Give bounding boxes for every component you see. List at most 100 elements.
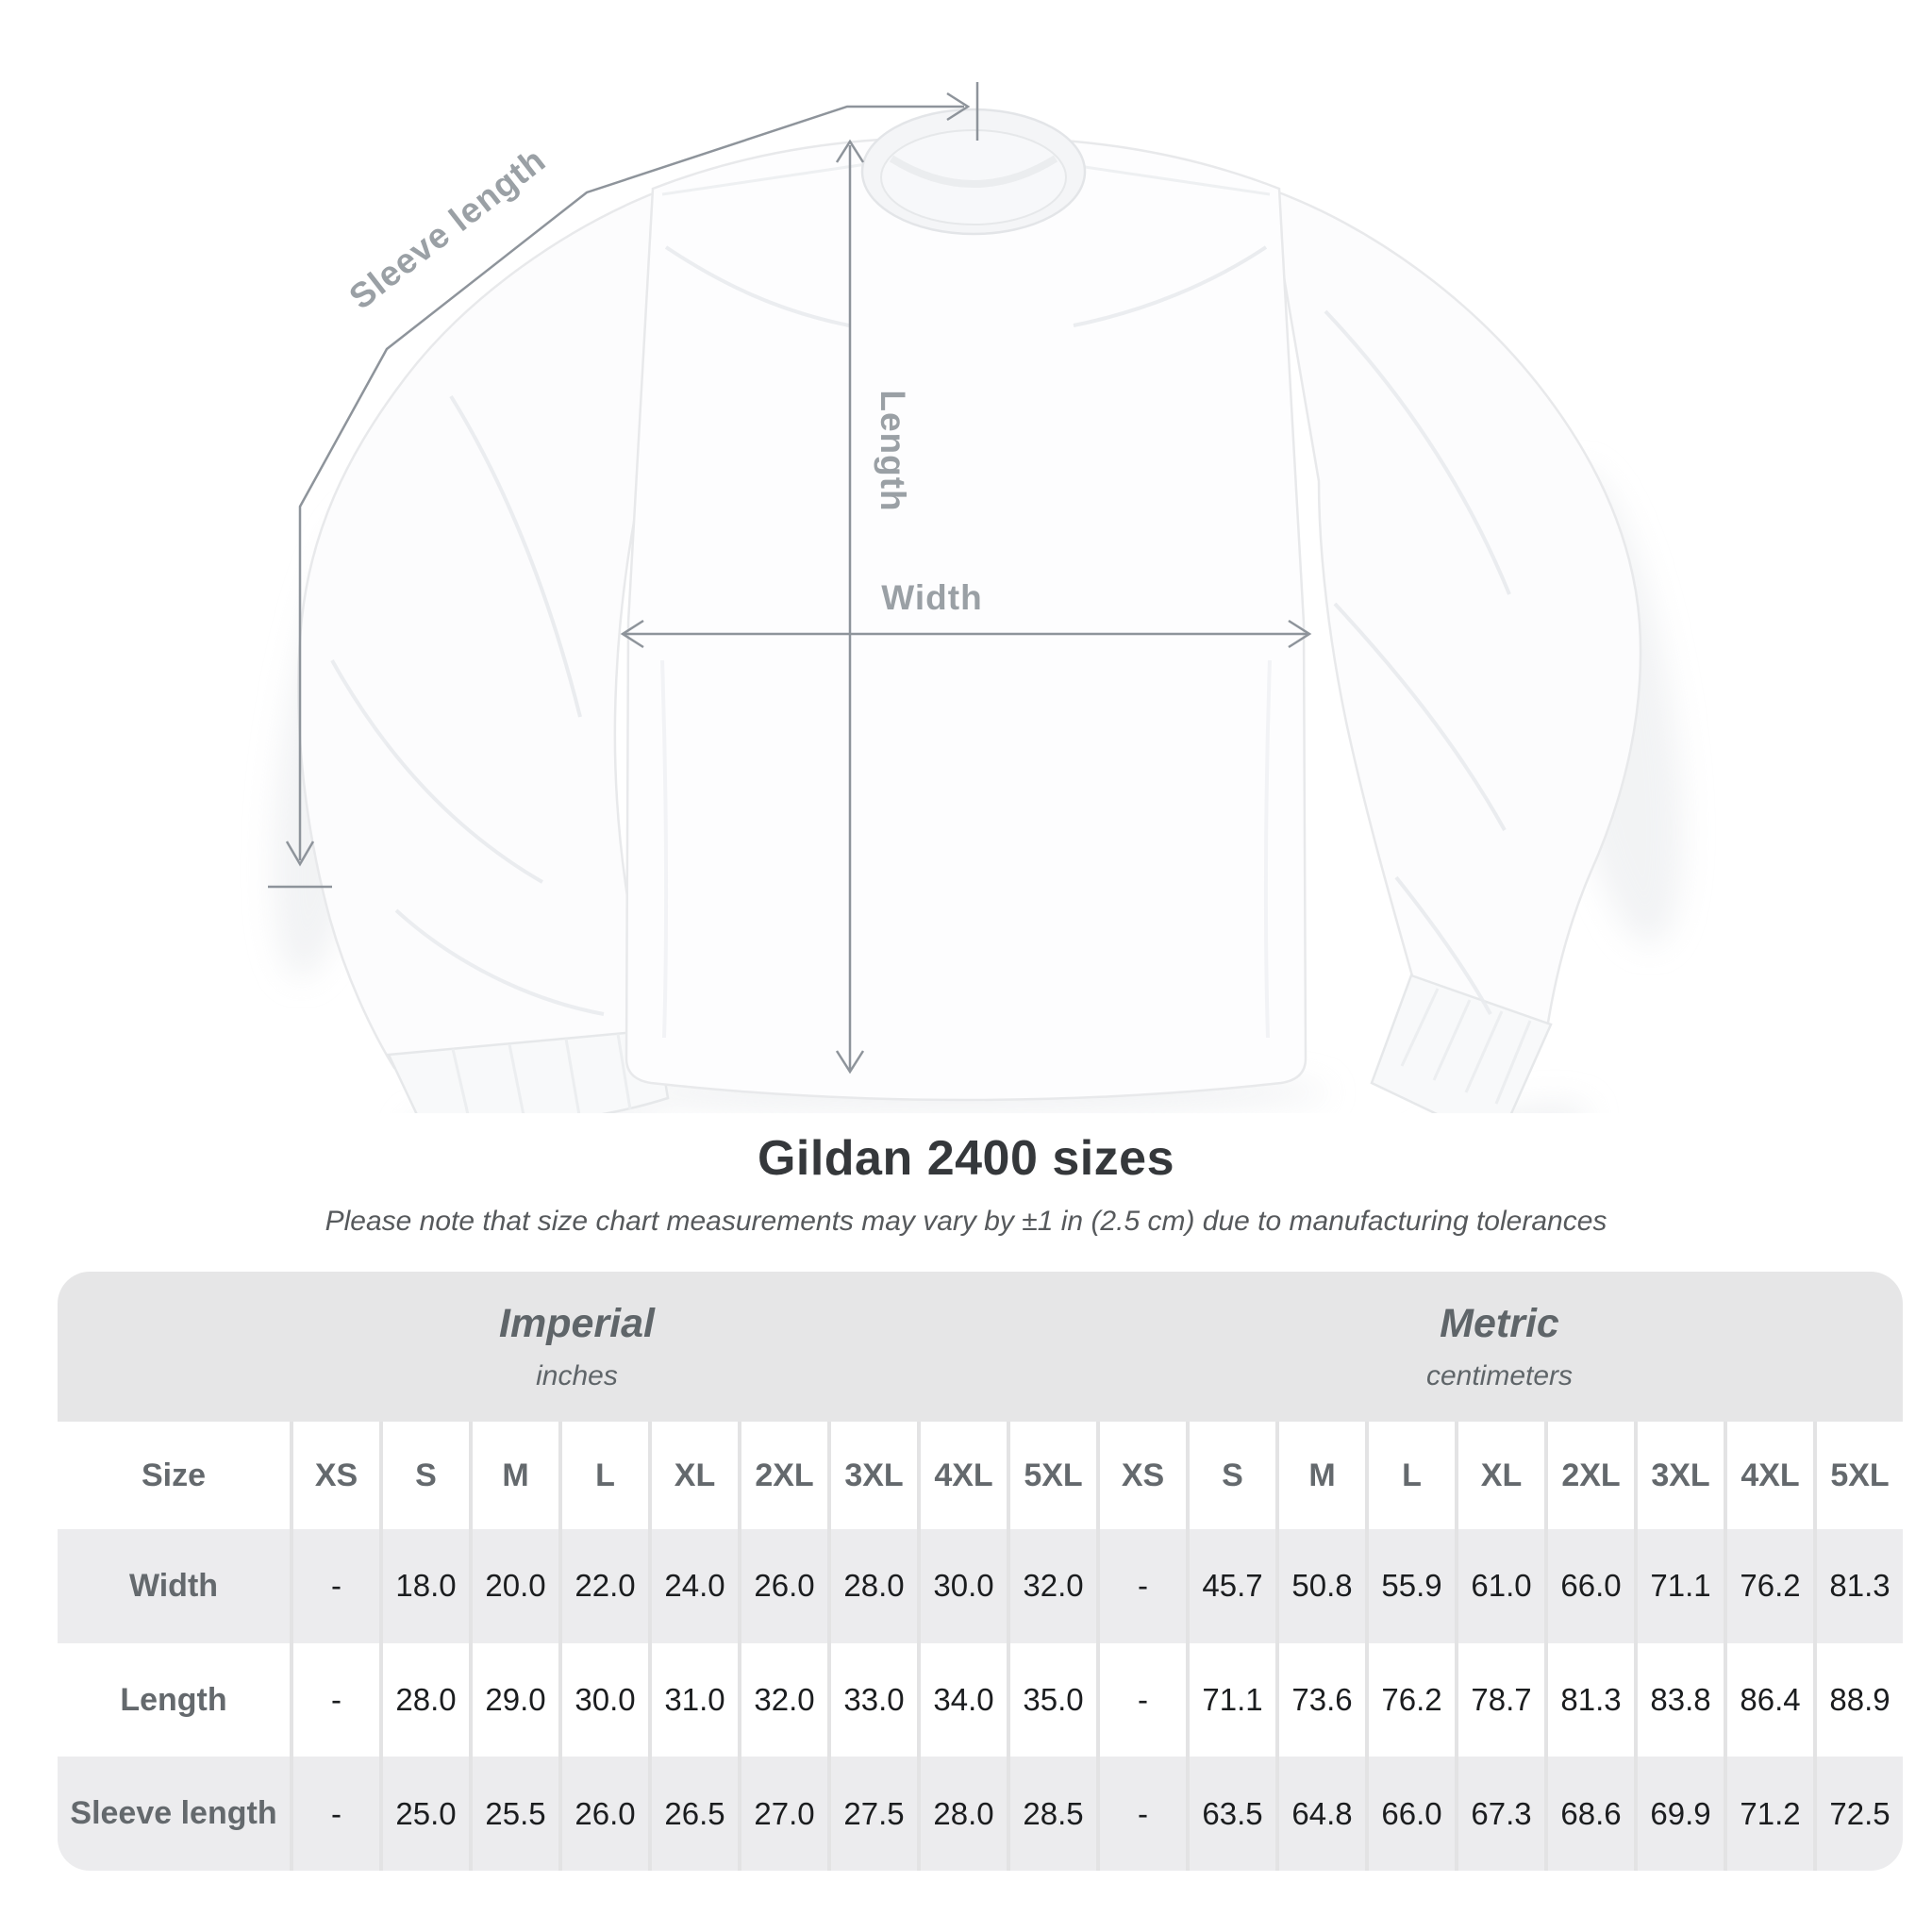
size-header-metric: 4XL	[1724, 1422, 1813, 1529]
value-cell-metric: -	[1096, 1529, 1186, 1643]
size-header-metric: XS	[1096, 1422, 1186, 1529]
value-cell-imperial: 18.0	[379, 1529, 469, 1643]
value-cell-metric: 67.3	[1455, 1757, 1544, 1871]
value-cell-metric: -	[1096, 1757, 1186, 1871]
value-cell-imperial: 33.0	[827, 1642, 917, 1757]
value-cell-metric: 81.3	[1544, 1642, 1634, 1757]
value-cell-imperial: 26.5	[648, 1757, 738, 1871]
size-header-metric: S	[1186, 1422, 1275, 1529]
size-header-metric: 2XL	[1544, 1422, 1634, 1529]
page-title: Gildan 2400 sizes	[757, 1131, 1175, 1186]
value-cell-metric: 66.0	[1365, 1757, 1455, 1871]
metric-sublabel: centimeters	[1425, 1360, 1574, 1391]
value-cell-imperial: 25.0	[379, 1757, 469, 1871]
value-cell-imperial: -	[290, 1529, 379, 1643]
value-cell-imperial: 30.0	[917, 1529, 1007, 1643]
value-cell-imperial: 32.0	[1007, 1529, 1096, 1643]
value-cell-imperial: 27.0	[738, 1757, 827, 1871]
width-label: Width	[881, 578, 982, 617]
value-cell-metric: 83.8	[1634, 1642, 1724, 1757]
metric-label: Metric	[1440, 1301, 1559, 1346]
value-cell-metric: 81.3	[1813, 1529, 1903, 1643]
value-cell-metric: 71.1	[1186, 1642, 1275, 1757]
size-header-imperial: 5XL	[1007, 1422, 1096, 1529]
value-cell-imperial: 22.0	[558, 1529, 648, 1643]
value-cell-metric: 76.2	[1365, 1642, 1455, 1757]
title-block: Gildan 2400 sizes Please note that size …	[0, 1130, 1932, 1238]
value-cell-imperial: 30.0	[558, 1642, 648, 1757]
shirt-left-cuff	[387, 1028, 670, 1113]
size-header-imperial: 3XL	[827, 1422, 917, 1529]
shirt-folds	[330, 245, 1511, 1039]
size-header-imperial: XL	[648, 1422, 738, 1529]
table-row: Length -28.0 29.0 30.0 31.0 32.0 33.0 34.0 35.0-…	[58, 1642, 1903, 1757]
size-header-imperial: L	[558, 1422, 648, 1529]
table-row: Sleeve length -25.0 25.5 26.0 26.5 27.0 27.5 28…	[58, 1757, 1903, 1871]
value-cell-metric: 64.8	[1275, 1757, 1365, 1871]
value-cell-metric: 63.5	[1186, 1757, 1275, 1871]
row-label: Length	[120, 1681, 227, 1718]
value-cell-metric: 78.7	[1455, 1642, 1544, 1757]
value-cell-imperial: 28.0	[917, 1757, 1007, 1871]
value-cell-metric: 68.6	[1544, 1757, 1634, 1871]
row-label: Sleeve length	[70, 1795, 277, 1832]
value-cell-imperial: -	[290, 1642, 379, 1757]
value-cell-imperial: 28.5	[1007, 1757, 1096, 1871]
imperial-label: Imperial	[499, 1301, 655, 1346]
value-cell-imperial: 26.0	[558, 1757, 648, 1871]
shirt-right-sleeve	[1267, 187, 1642, 1030]
value-cell-metric: -	[1096, 1642, 1186, 1757]
value-cell-metric: 71.2	[1724, 1757, 1813, 1871]
sleeve-length-line	[268, 82, 979, 889]
value-cell-metric: 69.9	[1634, 1757, 1724, 1871]
value-cell-imperial: 32.0	[738, 1642, 827, 1757]
shirt-left-sleeve	[297, 187, 667, 1070]
size-header-imperial: XS	[290, 1422, 379, 1529]
value-cell-imperial: 24.0	[648, 1529, 738, 1643]
value-cell-imperial: 34.0	[917, 1642, 1007, 1757]
value-cell-metric: 55.9	[1365, 1529, 1455, 1643]
tolerance-note: Please note that size chart measurements…	[325, 1206, 1607, 1237]
shirt-collar	[860, 108, 1087, 236]
size-header-imperial: 2XL	[738, 1422, 827, 1529]
value-cell-imperial: 28.0	[379, 1642, 469, 1757]
size-header-metric: 3XL	[1634, 1422, 1724, 1529]
length-label: Length	[874, 390, 912, 511]
value-cell-metric: 88.9	[1813, 1642, 1903, 1757]
value-cell-imperial: -	[290, 1757, 379, 1871]
value-cell-metric: 61.0	[1455, 1529, 1544, 1643]
value-cell-imperial: 26.0	[738, 1529, 827, 1643]
value-cell-imperial: 25.5	[469, 1757, 558, 1871]
size-column-header: Size	[141, 1457, 207, 1493]
width-line	[620, 619, 1312, 649]
size-header-metric: XL	[1455, 1422, 1544, 1529]
units-band: Imperial inches Metric centimeters	[58, 1272, 1903, 1422]
value-cell-imperial: 29.0	[469, 1642, 558, 1757]
length-line	[835, 139, 865, 1074]
size-header-metric: L	[1365, 1422, 1455, 1529]
value-cell-imperial: 27.5	[827, 1757, 917, 1871]
value-cell-metric: 72.5	[1813, 1757, 1903, 1871]
size-header-row: Size XS S M L XL 2XL 3XL 4XL 5XL XS S M L XL 2XL 3XL 4XL 5…	[58, 1422, 1903, 1529]
metric-group-header: Metric centimeters	[1096, 1272, 1903, 1422]
value-cell-imperial: 31.0	[648, 1642, 738, 1757]
value-cell-metric: 66.0	[1544, 1529, 1634, 1643]
value-cell-metric: 71.1	[1634, 1529, 1724, 1643]
table-row: Width -18.0 20.0 22.0 24.0 26.0 28.0 30.0 32.0-4…	[58, 1529, 1903, 1643]
size-header-imperial: S	[379, 1422, 469, 1529]
size-header-metric: 5XL	[1813, 1422, 1903, 1529]
value-cell-metric: 73.6	[1275, 1642, 1365, 1757]
imperial-group-header: Imperial inches	[58, 1272, 1096, 1422]
value-cell-metric: 76.2	[1724, 1529, 1813, 1643]
value-cell-imperial: 35.0	[1007, 1642, 1096, 1757]
value-cell-imperial: 28.0	[827, 1529, 917, 1643]
value-cell-metric: 45.7	[1186, 1529, 1275, 1643]
shirt-right-cuff	[1370, 974, 1553, 1113]
shirt-diagram: Sleeve length Length Width	[268, 82, 1683, 1113]
size-header-imperial: 4XL	[917, 1422, 1007, 1529]
size-header-metric: M	[1275, 1422, 1365, 1529]
size-chart-table: Imperial inches Metric centimeters Size X…	[58, 1272, 1903, 1871]
value-cell-metric: 86.4	[1724, 1642, 1813, 1757]
value-cell-metric: 50.8	[1275, 1529, 1365, 1643]
